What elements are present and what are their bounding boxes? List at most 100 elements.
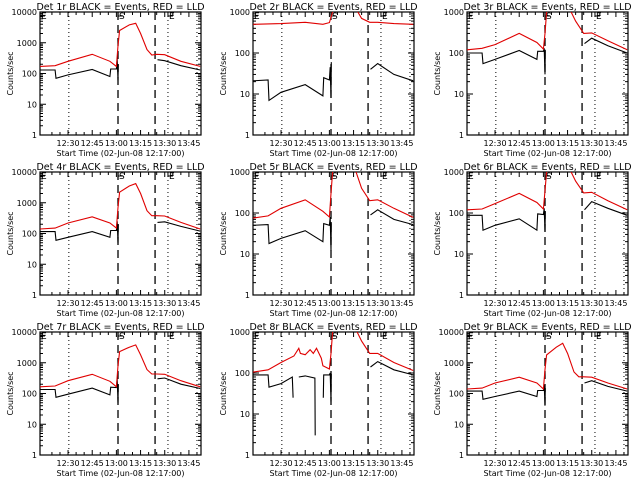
interval-marker-label: S xyxy=(119,12,125,22)
interval-marker-label: E xyxy=(41,12,47,22)
y-tick-label: 1 xyxy=(32,131,37,140)
x-axis-label: Start Time (02-Jun-08 12:17:00) xyxy=(484,469,612,478)
x-tick-label: 13:15 xyxy=(556,299,579,308)
y-tick-label: 100 xyxy=(449,49,464,58)
chart-panel: Det 9r BLACK = Events, RED = LLD 1 10 100 10… xyxy=(433,322,632,478)
chart-title: Det 5r BLACK = Events, RED = LLD xyxy=(249,162,417,173)
chart-panel: Det 7r BLACK = Events, RED = LLD 1 10 100 10… xyxy=(6,322,205,478)
x-tick-label: 12:30 xyxy=(270,139,293,148)
interval-marker-label: E xyxy=(254,332,260,342)
y-tick-label: 10000 xyxy=(12,328,37,337)
interval-bracket xyxy=(380,171,387,177)
x-tick-label: 13:00 xyxy=(318,299,341,308)
lld-series-line xyxy=(467,342,628,391)
chart-title: Det 8r BLACK = Events, RED = LLD xyxy=(249,322,417,333)
interval-bracket xyxy=(39,331,46,337)
x-tick-label: 13:30 xyxy=(580,299,603,308)
lld-series-line xyxy=(253,172,414,219)
y-tick-label: 1000 xyxy=(230,168,250,177)
interval-bracket xyxy=(167,11,174,17)
x-tick-label: 13:15 xyxy=(556,459,579,468)
x-tick-label: 12:45 xyxy=(81,459,104,468)
interval-marker-label: E xyxy=(41,172,47,182)
events-series-line xyxy=(467,37,628,75)
interval-bracket xyxy=(594,331,601,337)
y-tick-label: 1000 xyxy=(230,8,250,17)
interval-marker-label: E xyxy=(382,172,388,182)
interval-marker-label: E xyxy=(169,172,175,182)
chart-title: Det 1r BLACK = Events, RED = LLD xyxy=(36,2,204,13)
interval-marker-label: E xyxy=(596,12,602,22)
y-axis-label: Counts/sec xyxy=(219,371,228,415)
y-axis-label: Counts/sec xyxy=(219,51,228,95)
interval-bracket xyxy=(594,171,601,177)
x-tick-label: 13:45 xyxy=(177,139,200,148)
y-tick-label: 100 xyxy=(235,209,250,218)
y-tick-label: 10 xyxy=(240,90,250,99)
x-tick-label: 12:45 xyxy=(81,139,104,148)
x-tick-label: 13:15 xyxy=(129,299,152,308)
y-tick-label: 10 xyxy=(27,420,37,429)
y-tick-label: 1 xyxy=(32,451,37,460)
x-tick-label: 13:30 xyxy=(366,459,389,468)
x-tick-label: 12:30 xyxy=(57,459,80,468)
y-tick-label: 100 xyxy=(235,369,250,378)
lld-series-line xyxy=(40,22,201,68)
plot-frame xyxy=(39,171,202,296)
x-tick-label: 13:00 xyxy=(105,139,128,148)
chart-panel: Det 5r BLACK = Events, RED = LLD 1 10 100 10… xyxy=(219,162,418,318)
x-tick-label: 13:30 xyxy=(366,139,389,148)
lld-series-line xyxy=(467,172,628,211)
events-series-line xyxy=(253,360,414,436)
x-tick-label: 12:30 xyxy=(484,459,507,468)
x-tick-label: 13:15 xyxy=(342,299,365,308)
x-axis-label: Start Time (02-Jun-08 12:17:00) xyxy=(270,309,398,318)
interval-marker-label: S xyxy=(546,332,552,342)
y-tick-label: 1 xyxy=(32,291,37,300)
plot-frame xyxy=(466,331,629,456)
chart-title: Det 6r BLACK = Events, RED = LLD xyxy=(463,162,631,173)
y-tick-label: 10 xyxy=(240,410,250,419)
chart-title: Det 3r BLACK = Events, RED = LLD xyxy=(463,2,631,13)
y-tick-label: 1000 xyxy=(444,8,464,17)
x-tick-label: 12:45 xyxy=(294,139,317,148)
y-tick-label: 10 xyxy=(27,260,37,269)
y-tick-label: 100 xyxy=(235,49,250,58)
interval-marker-label: E xyxy=(169,12,175,22)
interval-bracket xyxy=(167,171,174,177)
plot-frame xyxy=(466,171,629,296)
x-tick-label: 12:45 xyxy=(508,459,531,468)
lld-series-line xyxy=(40,182,201,230)
x-axis-label: Start Time (02-Jun-08 12:17:00) xyxy=(270,469,398,478)
x-tick-label: 12:45 xyxy=(508,139,531,148)
interval-bracket xyxy=(167,331,174,337)
interval-marker-label: E xyxy=(254,12,260,22)
y-tick-label: 10 xyxy=(454,250,464,259)
x-tick-label: 13:15 xyxy=(129,139,152,148)
interval-marker-label: E xyxy=(169,332,175,342)
x-tick-label: 13:30 xyxy=(366,299,389,308)
interval-bracket xyxy=(117,11,125,17)
interval-marker-label: S xyxy=(546,172,552,182)
events-series-line xyxy=(467,380,628,406)
y-tick-label: 1 xyxy=(459,131,464,140)
interval-marker-label: S xyxy=(332,332,338,342)
x-tick-label: 13:30 xyxy=(580,139,603,148)
y-axis-label: Counts/sec xyxy=(6,51,15,95)
chart-panel: Det 1r BLACK = Events, RED = LLD 1 10 100 10… xyxy=(6,2,205,158)
y-tick-label: 1000 xyxy=(17,359,37,368)
interval-marker-label: E xyxy=(596,332,602,342)
x-tick-label: 13:00 xyxy=(318,139,341,148)
interval-bracket xyxy=(39,171,46,177)
x-tick-label: 13:45 xyxy=(604,459,627,468)
interval-marker-label: E xyxy=(468,12,474,22)
x-tick-label: 12:30 xyxy=(270,459,293,468)
x-tick-label: 12:30 xyxy=(57,139,80,148)
plot-frame xyxy=(252,11,415,136)
x-axis-label: Start Time (02-Jun-08 12:17:00) xyxy=(484,149,612,158)
interval-marker-label: S xyxy=(546,12,552,22)
interval-marker-label: E xyxy=(382,12,388,22)
events-series-line xyxy=(40,377,201,403)
events-series-line xyxy=(253,62,414,102)
x-tick-label: 12:30 xyxy=(484,139,507,148)
